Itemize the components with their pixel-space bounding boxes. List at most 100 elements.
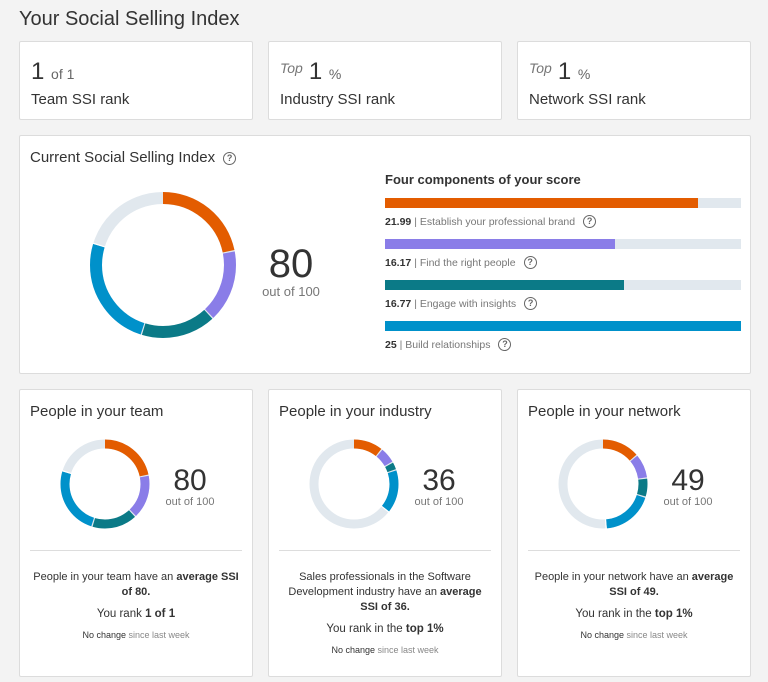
rank-text: You rank <box>96 608 142 620</box>
component-bar <box>385 198 741 208</box>
component-bar <box>385 239 741 249</box>
rank-label: Network SSI rank <box>529 91 646 108</box>
rank-prefix: Top <box>529 60 552 76</box>
group-donut-chart <box>60 439 150 529</box>
donut-segment <box>90 192 236 338</box>
rank-text: You rank in the <box>575 608 652 620</box>
group-donut-chart <box>309 439 399 529</box>
change-period: since last week <box>377 645 439 655</box>
help-icon[interactable]: ? <box>223 152 237 165</box>
score-value: 80 <box>173 464 207 497</box>
rank-prefix: Top <box>280 60 303 76</box>
desc-text: People in your network have an <box>534 571 689 583</box>
ssi-score: 80 out of 100 <box>256 244 326 299</box>
component-bar-fill <box>385 280 624 290</box>
component-name: Engage with insights <box>419 298 517 310</box>
rank-label: Industry SSI rank <box>280 91 396 108</box>
group-score: 49 out of 100 <box>658 464 718 509</box>
component-value: 25 <box>385 339 397 351</box>
change-period: since last week <box>626 630 688 640</box>
donut-segment <box>60 439 150 529</box>
rank-label: Team SSI rank <box>31 91 130 108</box>
donut-segment <box>60 439 150 529</box>
component-bar-fill <box>385 198 699 208</box>
change-status: No change <box>580 630 624 640</box>
component-label: 25 | Build relationships? <box>385 338 512 351</box>
score-out-of: out of 100 <box>262 284 320 299</box>
component-name: Build relationships <box>405 339 491 351</box>
divider <box>279 550 491 551</box>
score-value: 49 <box>671 464 705 497</box>
component-value: 16.17 <box>385 257 412 269</box>
rank-value: 1 <box>308 58 323 85</box>
score-value: 36 <box>422 464 456 497</box>
ssi-donut-chart <box>89 191 237 339</box>
component-bar <box>385 321 741 331</box>
network-rank-card: Top 1 % Network SSI rank <box>517 41 751 120</box>
rank-value: 1 <box>31 58 45 85</box>
rank-suffix: % <box>577 66 591 82</box>
donut-segment <box>90 192 236 338</box>
divider <box>528 550 740 551</box>
score-out-of: out of 100 <box>165 496 215 508</box>
rank-value: 1 of 1 <box>145 608 176 620</box>
component-bar <box>385 280 741 290</box>
page-title: Your Social Selling Index <box>19 8 240 30</box>
score-out-of: out of 100 <box>414 496 464 508</box>
component-label: 21.99 | Establish your professional bran… <box>385 215 597 228</box>
industry-rank-card: Top 1 % Industry SSI rank <box>268 41 502 120</box>
component-value: 21.99 <box>385 216 412 228</box>
help-icon[interactable]: ? <box>583 215 597 228</box>
group-card: People in your industry 36 out of 100 Sa… <box>268 389 502 677</box>
donut-segment <box>309 439 399 529</box>
donut-segment <box>90 192 236 338</box>
group-title: People in your network <box>528 403 681 420</box>
component-name: Establish your professional brand <box>419 216 576 228</box>
component-bar-fill <box>385 239 616 249</box>
group-score: 80 out of 100 <box>160 464 220 509</box>
group-description: Sales professionals in the Software Deve… <box>279 570 491 658</box>
rank-suffix: % <box>328 66 342 82</box>
group-title: People in your team <box>30 403 164 420</box>
change-status: No change <box>82 630 126 640</box>
donut-segment <box>60 439 150 529</box>
group-score: 36 out of 100 <box>409 464 469 509</box>
score-out-of: out of 100 <box>663 496 713 508</box>
component-label: 16.17 | Find the right people? <box>385 256 537 269</box>
group-card: People in your network 49 out of 100 Peo… <box>517 389 751 677</box>
divider <box>30 550 242 551</box>
current-ssi-title: Current Social Selling Index <box>30 149 216 166</box>
desc-average: average SSI of 36. <box>360 586 482 613</box>
group-description: People in your network have an average S… <box>528 570 740 643</box>
team-rank-card: 1 of 1 Team SSI rank <box>19 41 253 120</box>
donut-segment <box>558 439 648 529</box>
donut-segment <box>558 439 648 529</box>
desc-average: average SSI of 80. <box>121 571 239 598</box>
group-description: People in your team have an average SSI … <box>30 570 242 643</box>
help-icon[interactable]: ? <box>524 297 538 310</box>
rank-value: 1 <box>557 58 572 85</box>
rank-suffix: of 1 <box>51 66 75 82</box>
donut-segment <box>60 439 150 529</box>
desc-average: average SSI of 49. <box>609 571 734 598</box>
rank-value: top 1% <box>405 623 444 635</box>
help-icon[interactable]: ? <box>498 338 512 351</box>
help-icon[interactable]: ? <box>523 256 537 269</box>
component-name: Find the right people <box>419 257 516 269</box>
component-label: 16.77 | Engage with insights? <box>385 297 538 310</box>
group-donut-chart <box>558 439 648 529</box>
group-title: People in your industry <box>279 403 432 420</box>
rank-value: top 1% <box>654 608 693 620</box>
score-value: 80 <box>268 242 314 286</box>
component-value: 16.77 <box>385 298 412 310</box>
component-bar-fill <box>385 321 741 331</box>
donut-segment <box>90 192 236 338</box>
donut-segment <box>309 439 399 529</box>
desc-text: People in your team have an <box>33 571 174 583</box>
change-status: No change <box>331 645 375 655</box>
group-card: People in your team 80 out of 100 People… <box>19 389 253 677</box>
rank-text: You rank in the <box>326 623 403 635</box>
desc-text: Sales professionals in the Software Deve… <box>288 571 471 598</box>
change-period: since last week <box>128 630 190 640</box>
current-ssi-card: Current Social Selling Index? 80 out of … <box>19 135 751 374</box>
